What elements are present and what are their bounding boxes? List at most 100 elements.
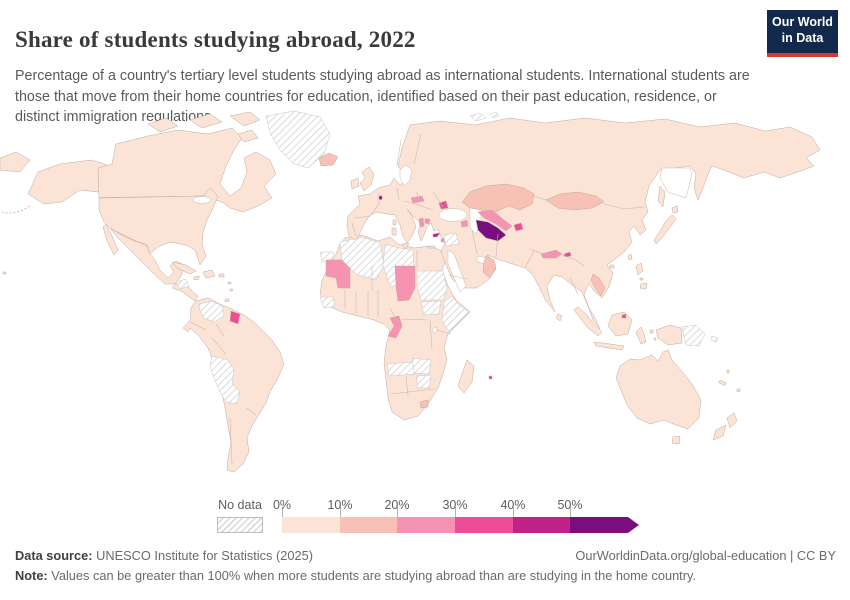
lake-great-lakes — [192, 196, 212, 204]
country-philippines-luzon[interactable] — [635, 262, 644, 276]
legend-bin-0-10[interactable] — [282, 517, 340, 533]
country-chukotka-russia[interactable] — [0, 151, 31, 173]
country-south-sudan[interactable] — [420, 300, 442, 316]
country-sakhalin[interactable] — [657, 185, 666, 208]
country-lebanon[interactable] — [440, 237, 445, 243]
owid-cc-link[interactable]: OurWorldinData.org/global-education | CC… — [575, 548, 836, 563]
country-philippines-mindanao[interactable] — [639, 282, 648, 290]
owid-logo[interactable]: Our World in Data — [767, 10, 838, 57]
country-sudan[interactable] — [416, 270, 448, 301]
country-angola[interactable] — [386, 361, 416, 377]
country-sri-lanka[interactable] — [555, 313, 563, 322]
country-arctic-island[interactable] — [229, 111, 261, 127]
country-jamaica[interactable] — [193, 275, 200, 281]
country-lesser-antilles[interactable] — [229, 288, 233, 292]
country-indonesia-papua[interactable] — [655, 324, 683, 346]
country-japan-hokkaido[interactable] — [671, 205, 679, 214]
legend-bin-40-50[interactable] — [512, 517, 571, 533]
country-suriname[interactable] — [229, 310, 241, 325]
country-new-zealand[interactable] — [726, 412, 738, 429]
country-lesotho[interactable] — [419, 399, 429, 409]
country-canada[interactable] — [97, 127, 277, 213]
country-slovakia[interactable] — [410, 195, 425, 204]
country-uzbekistan[interactable] — [477, 209, 513, 232]
country-north-macedonia[interactable] — [424, 218, 431, 225]
country-hispaniola[interactable] — [202, 269, 216, 279]
country-cyprus[interactable] — [432, 232, 441, 238]
country-svalbard[interactable] — [469, 112, 487, 122]
country-south-america[interactable] — [182, 297, 285, 473]
country-brunei[interactable] — [621, 313, 627, 319]
country-sardinia[interactable] — [391, 227, 397, 236]
country-lesser-antilles[interactable] — [227, 281, 232, 285]
country-tasmania[interactable] — [671, 435, 681, 445]
country-mauritius[interactable] — [488, 375, 493, 380]
country-ireland[interactable] — [350, 177, 360, 190]
country-syria[interactable] — [442, 232, 460, 247]
country-mongolia[interactable] — [545, 191, 605, 211]
country-united-kingdom[interactable] — [359, 166, 375, 192]
country-arctic-island[interactable] — [147, 117, 179, 133]
legend-bin-20-30[interactable] — [397, 517, 456, 533]
country-iceland[interactable] — [318, 152, 339, 167]
country-arctic-island[interactable] — [237, 129, 259, 143]
country-turkmenistan[interactable] — [475, 219, 507, 242]
country-zimbabwe[interactable] — [415, 374, 432, 389]
country-moldova[interactable] — [438, 200, 449, 210]
country-cuba[interactable] — [171, 261, 197, 275]
country-borneo[interactable] — [607, 311, 633, 337]
country-taiwan[interactable] — [627, 253, 633, 261]
country-ethiopia-somalia[interactable] — [441, 295, 470, 333]
country-madagascar[interactable] — [457, 359, 475, 394]
country-new-zealand[interactable] — [712, 424, 727, 441]
country-bolivia-paraguay[interactable] — [209, 355, 241, 405]
legend-bin-10-20[interactable] — [339, 517, 398, 533]
country-zambia[interactable] — [411, 357, 432, 375]
country-azerbaijan[interactable] — [460, 219, 469, 228]
country-mexico-baja[interactable] — [102, 223, 119, 256]
country-algeria[interactable] — [339, 236, 385, 281]
legend-no-data-swatch[interactable] — [217, 517, 263, 533]
country-guinea[interactable] — [319, 296, 336, 309]
country-indonesia-maluku[interactable] — [653, 337, 657, 341]
country-philippines-visayas[interactable] — [639, 277, 644, 281]
country-indonesia-maluku[interactable] — [649, 329, 654, 334]
country-laos[interactable] — [590, 273, 606, 297]
country-indonesia-sumatra[interactable] — [573, 306, 603, 337]
country-new-caledonia[interactable] — [718, 379, 727, 386]
legend-tick-label: 20% — [384, 498, 410, 512]
country-sicily[interactable] — [401, 242, 410, 250]
country-oman[interactable] — [482, 255, 497, 279]
country-svalbard[interactable] — [489, 111, 500, 119]
country-greenland[interactable] — [265, 110, 331, 169]
country-australia[interactable] — [615, 349, 702, 430]
country-trinidad[interactable] — [224, 298, 230, 302]
country-puerto-rico[interactable] — [218, 273, 225, 278]
country-papua-new-guinea[interactable] — [681, 324, 706, 347]
country-hawaii[interactable] — [2, 271, 7, 275]
country-hainan[interactable] — [609, 264, 615, 269]
country-borders — [99, 133, 645, 465]
country-fiji[interactable] — [736, 388, 741, 392]
legend-tick — [397, 507, 398, 517]
legend-bin-30-40[interactable] — [455, 517, 513, 533]
country-nepal[interactable] — [540, 249, 563, 259]
country-tajikistan[interactable] — [513, 222, 524, 232]
country-solomon-islands[interactable] — [710, 335, 719, 343]
country-vanuatu[interactable] — [726, 369, 730, 374]
country-venezuela[interactable] — [198, 300, 225, 323]
country-honduras[interactable] — [175, 278, 190, 290]
country-arctic-island[interactable] — [189, 113, 223, 129]
country-eurasia[interactable] — [346, 117, 821, 330]
country-kazakhstan[interactable] — [461, 183, 535, 213]
country-congo[interactable] — [387, 315, 403, 339]
legend-bin-50-plus[interactable] — [570, 517, 629, 533]
country-japan[interactable] — [653, 214, 677, 245]
country-luxembourg[interactable] — [378, 195, 383, 200]
country-indonesia-sulawesi[interactable] — [635, 326, 647, 345]
country-chad[interactable] — [394, 265, 416, 302]
country-albania[interactable] — [418, 217, 425, 228]
country-corsica[interactable] — [392, 219, 397, 226]
country-crete[interactable] — [427, 245, 436, 249]
country-indonesia-java[interactable] — [593, 341, 625, 351]
